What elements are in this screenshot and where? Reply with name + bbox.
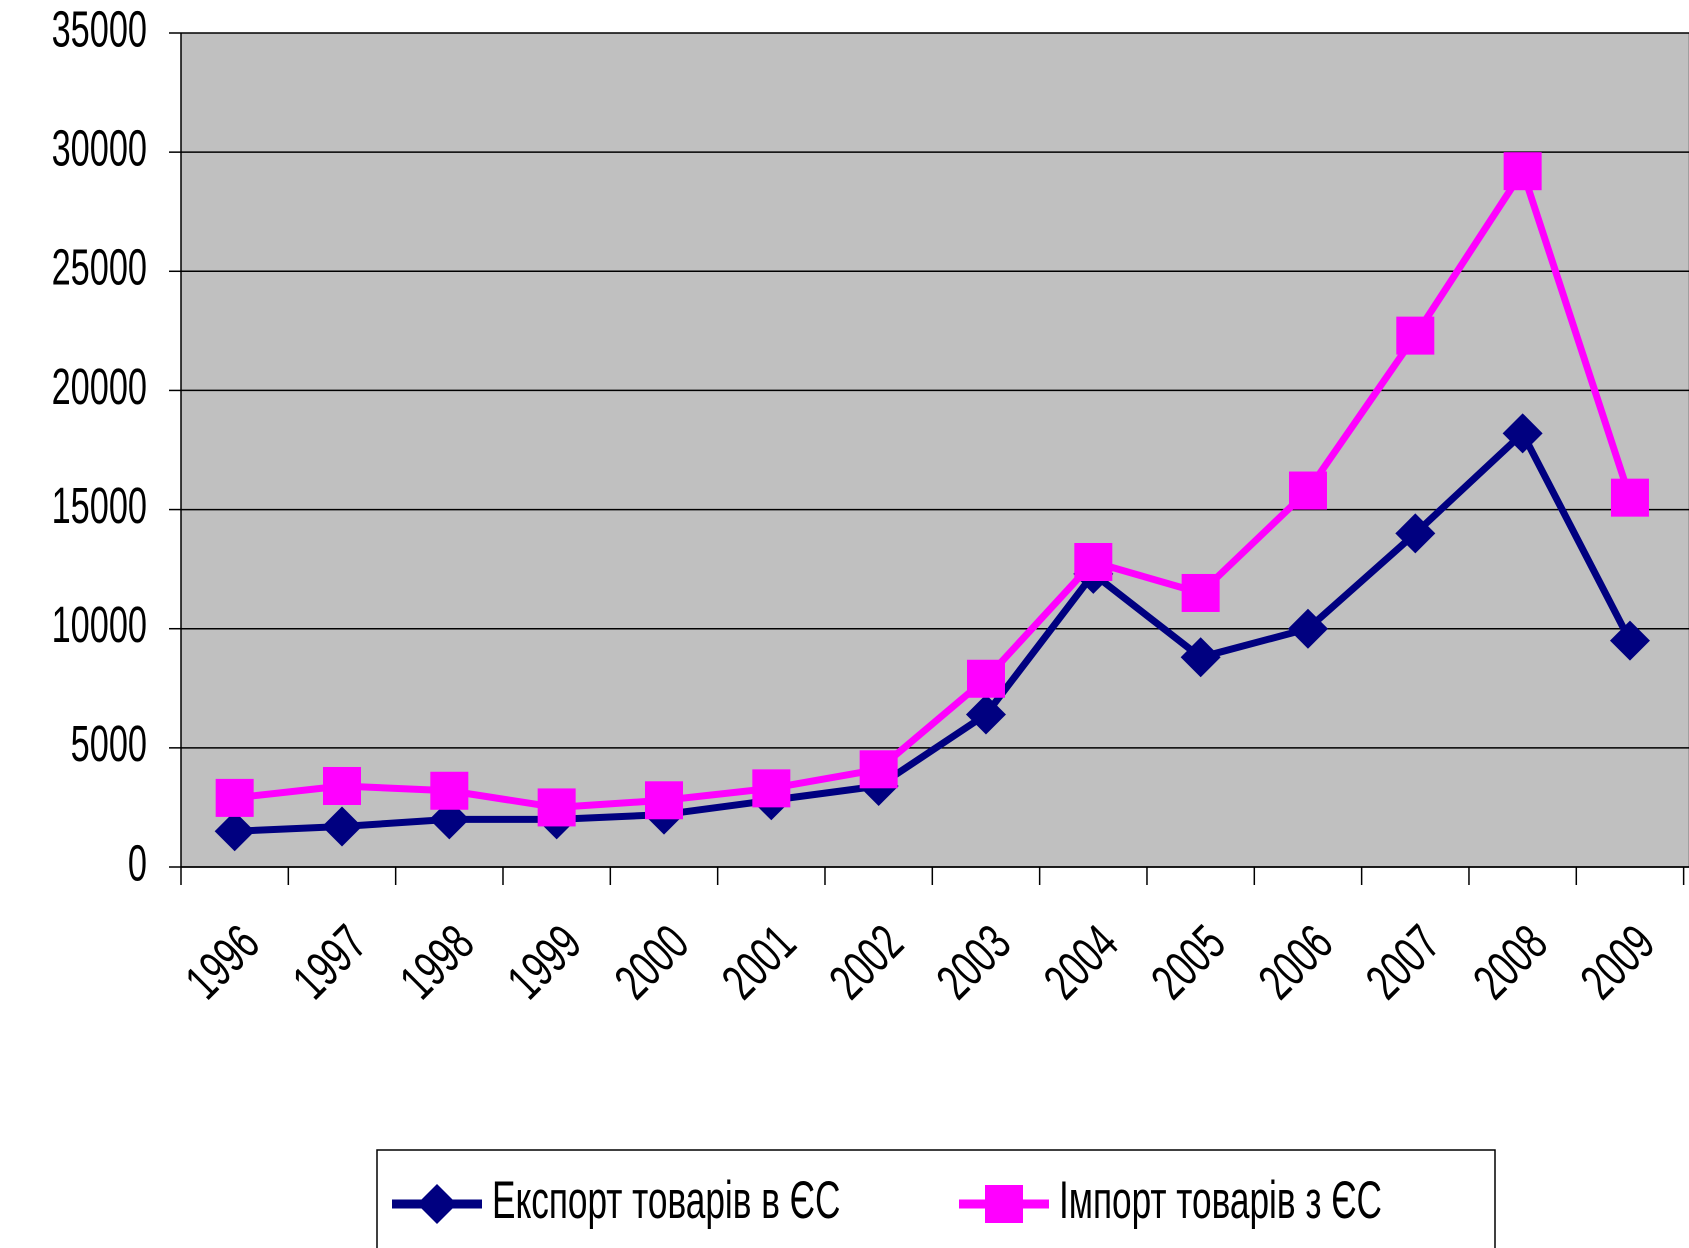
y-tick-label: 30000 xyxy=(52,121,147,177)
marker xyxy=(1610,478,1649,517)
x-tick-label: 2003 xyxy=(927,915,1022,1010)
marker xyxy=(430,771,469,810)
x-tick-label: 2007 xyxy=(1356,915,1451,1010)
marker xyxy=(1609,620,1650,661)
legend-label: Імпорт товарів з ЄС xyxy=(1059,1170,1382,1230)
marker xyxy=(1288,471,1327,510)
legend-label: Експорт товарів в ЄС xyxy=(492,1170,840,1230)
y-tick-label: 5000 xyxy=(71,717,147,773)
marker xyxy=(322,766,361,805)
marker xyxy=(1180,637,1221,678)
marker xyxy=(1287,608,1328,649)
plot-area xyxy=(180,32,1689,868)
marker xyxy=(859,750,898,789)
y-tick-label: 20000 xyxy=(52,359,147,415)
x-tick-label: 2001 xyxy=(712,915,807,1010)
x-tick-label: 2000 xyxy=(605,915,700,1010)
y-tick-label: 0 xyxy=(128,836,147,892)
marker xyxy=(1502,413,1543,454)
x-tick-label: 2004 xyxy=(1034,915,1129,1010)
marker xyxy=(1181,573,1220,612)
marker xyxy=(752,769,791,808)
marker xyxy=(321,806,362,847)
x-tick-label: 2005 xyxy=(1142,915,1237,1010)
marker xyxy=(644,781,683,820)
marker xyxy=(1503,152,1542,191)
x-tick-label: 2009 xyxy=(1571,915,1666,1010)
marker xyxy=(965,694,1006,735)
x-tick-label: 1999 xyxy=(498,915,593,1010)
x-tick-label: 1997 xyxy=(283,915,378,1010)
marker xyxy=(537,788,576,827)
x-tick-label: 2008 xyxy=(1464,915,1559,1010)
x-tick-label: 2006 xyxy=(1249,915,1344,1010)
y-tick-label: 10000 xyxy=(52,598,147,654)
marker xyxy=(214,811,255,852)
y-tick-label: 25000 xyxy=(52,240,147,296)
marker xyxy=(966,659,1005,698)
marker xyxy=(1074,542,1113,581)
x-tick-label: 2002 xyxy=(820,915,915,1010)
marker xyxy=(215,778,254,817)
marker xyxy=(985,1185,1023,1223)
x-tick-label: 1996 xyxy=(176,915,271,1010)
marker xyxy=(417,1184,457,1224)
marker xyxy=(1396,316,1435,355)
y-tick-label: 15000 xyxy=(52,478,147,534)
x-tick-label: 1998 xyxy=(390,915,485,1010)
y-tick-label: 35000 xyxy=(52,2,147,58)
marker xyxy=(1395,513,1436,554)
legend-box xyxy=(376,1149,1496,1248)
